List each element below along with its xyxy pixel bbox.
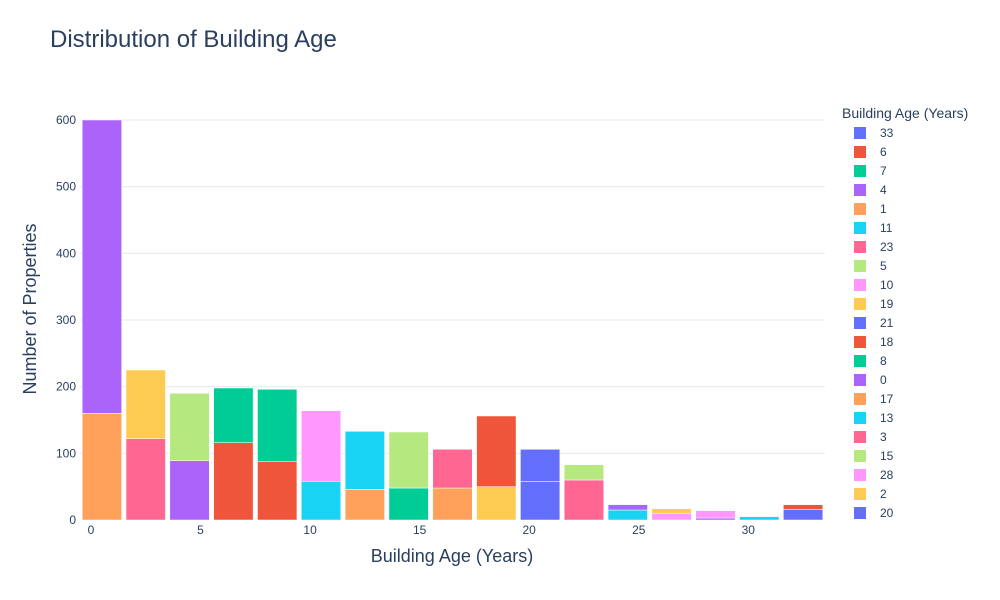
bar-segment-age-17 [344, 489, 385, 521]
legend-swatch-0 [854, 374, 866, 386]
legend-swatch-28 [854, 469, 866, 481]
legend-title: Building Age (Years) [842, 105, 968, 121]
legend-swatch-21 [854, 317, 866, 329]
legend-swatch-5 [854, 260, 866, 272]
legend-item-4[interactable]: 4 [880, 183, 887, 197]
legend-swatch-8 [854, 355, 866, 367]
x-tick-label: 0 [88, 523, 95, 537]
legend-swatch-18 [854, 336, 866, 348]
bar-segment-age-13 [344, 431, 385, 490]
bar-segment-age-8 [257, 389, 298, 462]
legend-item-10[interactable]: 10 [880, 278, 894, 292]
legend-item-5[interactable]: 5 [880, 259, 887, 273]
chart-title: Distribution of Building Age [50, 26, 337, 53]
legend-item-18[interactable]: 18 [880, 335, 894, 349]
bar-segment-age-20 [520, 449, 561, 482]
x-tick-label: 5 [197, 523, 204, 537]
legend-swatch-4 [854, 184, 866, 196]
bar-segment-age-5 [564, 464, 604, 481]
legend-item-17[interactable]: 17 [880, 392, 894, 406]
y-tick-label: 100 [56, 446, 76, 460]
bar-segment-age-21 [520, 481, 561, 521]
legend-swatch-11 [854, 222, 866, 234]
bar-segment-age-17 [432, 487, 473, 521]
bar-segment-age-8 [388, 487, 429, 521]
legend-item-33[interactable]: 33 [880, 126, 894, 140]
legend-item-28[interactable]: 28 [880, 468, 894, 482]
bar-segment-age-15 [388, 431, 429, 489]
legend-item-20[interactable]: 20 [880, 506, 894, 520]
y-axis-title: Number of Properties [20, 223, 40, 394]
legend-swatch-17 [854, 393, 866, 405]
y-tick-label: 0 [69, 513, 76, 527]
bar-segment-age-3 [432, 449, 473, 489]
legend-swatch-33 [854, 127, 866, 139]
legend-item-23[interactable]: 23 [880, 240, 894, 254]
bar-segment-age-5 [169, 393, 210, 461]
bar-segment-age-11 [607, 509, 648, 521]
legend-item-0[interactable]: 0 [880, 373, 887, 387]
bar-segment-age-7 [213, 387, 254, 443]
bar-segment-age-28 [651, 513, 692, 521]
legend-item-6[interactable]: 6 [880, 145, 887, 159]
bars [81, 119, 824, 521]
legend-item-13[interactable]: 13 [880, 411, 894, 425]
legend-item-19[interactable]: 19 [880, 297, 894, 311]
x-tick-label: 25 [632, 523, 646, 537]
bar-segment-age-0 [607, 504, 648, 511]
bar-segment-age-6 [213, 442, 254, 521]
legend-swatch-10 [854, 279, 866, 291]
bar-segment-age-18 [476, 415, 517, 487]
y-tick-label: 200 [56, 380, 76, 394]
bar-segment-age-1 [81, 413, 122, 521]
legend-swatch-2 [854, 488, 866, 500]
legend-item-1[interactable]: 1 [880, 202, 887, 216]
tick-labels: 0 100 200 300 400 500 600 0 5 10 15 20 25 30 [56, 113, 755, 537]
y-tick-label: 500 [56, 180, 76, 194]
legend: Building Age (Years) 3367411123510192118… [842, 105, 968, 520]
bar-segment-age-6 [783, 504, 824, 510]
legend-item-2[interactable]: 2 [880, 487, 887, 501]
x-tick-label: 20 [523, 523, 537, 537]
legend-swatch-15 [854, 450, 866, 462]
legend-item-11[interactable]: 11 [880, 221, 893, 235]
bar-segment-age-28 [695, 510, 736, 519]
bar-segment-age-23 [564, 479, 604, 521]
legend-swatch-3 [854, 431, 866, 443]
y-tick-label: 300 [56, 313, 76, 327]
legend-swatch-6 [854, 146, 866, 158]
bar-segment-age-11 [301, 481, 342, 521]
legend-item-7[interactable]: 7 [880, 164, 887, 178]
bar-segment-age-33 [783, 509, 824, 521]
bar-segment-age-0 [81, 119, 122, 414]
bar-segment-age-2 [125, 369, 166, 439]
bar-segment-age-10 [301, 410, 342, 482]
legend-swatch-7 [854, 165, 866, 177]
x-tick-label: 30 [742, 523, 756, 537]
legend-swatch-23 [854, 241, 866, 253]
bar-segment-age-2 [651, 508, 692, 514]
bar-segment-age-19 [476, 486, 517, 521]
legend-swatch-13 [854, 412, 866, 424]
y-tick-label: 600 [56, 113, 76, 127]
legend-swatch-19 [854, 298, 866, 310]
legend-item-3[interactable]: 3 [880, 430, 887, 444]
bar-segment-age-3 [125, 438, 166, 521]
x-tick-label: 15 [413, 523, 427, 537]
y-tick-label: 400 [56, 246, 76, 260]
bar-segment-age-18 [257, 461, 298, 521]
legend-item-21[interactable]: 21 [880, 316, 894, 330]
legend-swatch-20 [854, 507, 866, 519]
legend-item-15[interactable]: 15 [880, 449, 894, 463]
bar-segment-age-13 [739, 516, 780, 521]
x-axis-title: Building Age (Years) [371, 546, 533, 566]
bar-segment-age-4 [169, 460, 210, 521]
bar-segment-age-0 [695, 517, 736, 521]
legend-item-8[interactable]: 8 [880, 354, 887, 368]
x-tick-label: 10 [303, 523, 317, 537]
legend-swatch-1 [854, 203, 866, 215]
